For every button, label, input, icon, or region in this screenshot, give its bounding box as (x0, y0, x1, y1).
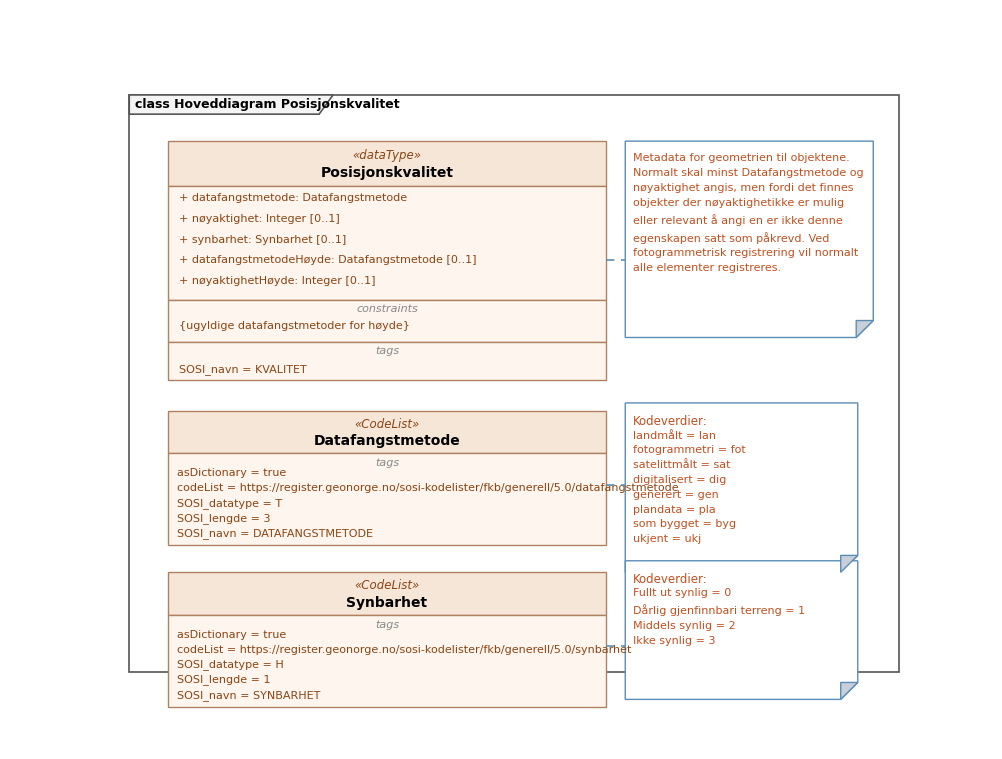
Polygon shape (624, 403, 857, 572)
Polygon shape (129, 95, 333, 114)
Text: tags: tags (375, 619, 399, 630)
FancyBboxPatch shape (167, 572, 605, 615)
Text: tags: tags (375, 458, 399, 468)
FancyBboxPatch shape (129, 95, 898, 672)
FancyBboxPatch shape (167, 186, 605, 300)
Text: Datafangstmetode: Datafangstmetode (314, 434, 460, 448)
Text: + synbarhet: Synbarhet [0..1]: + synbarhet: Synbarhet [0..1] (178, 235, 346, 244)
Text: + datafangstmetodeHøyde: Datafangstmetode [0..1]: + datafangstmetodeHøyde: Datafangstmetod… (178, 255, 476, 265)
Text: asDictionary = true: asDictionary = true (177, 468, 287, 478)
Text: codeList = https://register.geonorge.no/sosi-kodelister/fkb/generell/5.0/synbarh: codeList = https://register.geonorge.no/… (177, 645, 631, 655)
Text: class Hoveddiagram Posisjonskvalitet: class Hoveddiagram Posisjonskvalitet (134, 98, 399, 111)
FancyBboxPatch shape (167, 141, 605, 186)
Text: Kodeverdier:: Kodeverdier: (632, 573, 707, 586)
Text: «CodeList»: «CodeList» (354, 417, 419, 430)
Text: SOSI_navn = SYNBARHET: SOSI_navn = SYNBARHET (177, 690, 321, 701)
Text: tags: tags (375, 346, 399, 356)
Text: SOSI_datatype = H: SOSI_datatype = H (177, 660, 284, 670)
Text: Synbarhet: Synbarhet (346, 596, 427, 609)
Text: constraints: constraints (356, 304, 418, 314)
Text: codeList = https://register.geonorge.no/sosi-kodelister/fkb/generell/5.0/datafan: codeList = https://register.geonorge.no/… (177, 483, 678, 493)
FancyBboxPatch shape (167, 300, 605, 342)
Text: SOSI_lengde = 1: SOSI_lengde = 1 (177, 675, 271, 685)
FancyBboxPatch shape (167, 411, 605, 453)
Polygon shape (624, 141, 873, 338)
Text: asDictionary = true: asDictionary = true (177, 630, 287, 640)
Polygon shape (840, 682, 857, 699)
Text: Metadata for geometrien til objektene.
Normalt skal minst Datafangstmetode og
nø: Metadata for geometrien til objektene. N… (632, 153, 863, 273)
Polygon shape (856, 320, 873, 338)
Text: SOSI_lengde = 3: SOSI_lengde = 3 (177, 513, 271, 524)
Text: + nøyaktighet: Integer [0..1]: + nøyaktighet: Integer [0..1] (178, 214, 340, 224)
Text: + datafangstmetode: Datafangstmetode: + datafangstmetode: Datafangstmetode (178, 193, 407, 203)
Text: + nøyaktighetHøyde: Integer [0..1]: + nøyaktighetHøyde: Integer [0..1] (178, 276, 375, 286)
Polygon shape (840, 556, 857, 572)
Text: «dataType»: «dataType» (352, 150, 421, 162)
Text: SOSI_datatype = T: SOSI_datatype = T (177, 498, 283, 509)
Text: {ugyldige datafangstmetoder for høyde}: {ugyldige datafangstmetoder for høyde} (178, 321, 409, 331)
Text: Kodeverdier:: Kodeverdier: (632, 415, 707, 428)
Polygon shape (624, 561, 857, 699)
FancyBboxPatch shape (167, 615, 605, 707)
Text: Posisjonskvalitet: Posisjonskvalitet (320, 165, 453, 180)
Text: «CodeList»: «CodeList» (354, 579, 419, 592)
Text: landmålt = lan
fotogrammetri = fot
satelittmålt = sat
digitalisert = dig
generer: landmålt = lan fotogrammetri = fot satel… (632, 430, 745, 544)
FancyBboxPatch shape (167, 342, 605, 380)
FancyBboxPatch shape (167, 453, 605, 546)
Text: SOSI_navn = KVALITET: SOSI_navn = KVALITET (178, 364, 307, 374)
Text: Fullt ut synlig = 0
Dårlig gjenfinnbari terreng = 1
Middels synlig = 2
Ikke synl: Fullt ut synlig = 0 Dårlig gjenfinnbari … (632, 588, 805, 646)
Text: SOSI_navn = DATAFANGSTMETODE: SOSI_navn = DATAFANGSTMETODE (177, 528, 373, 539)
